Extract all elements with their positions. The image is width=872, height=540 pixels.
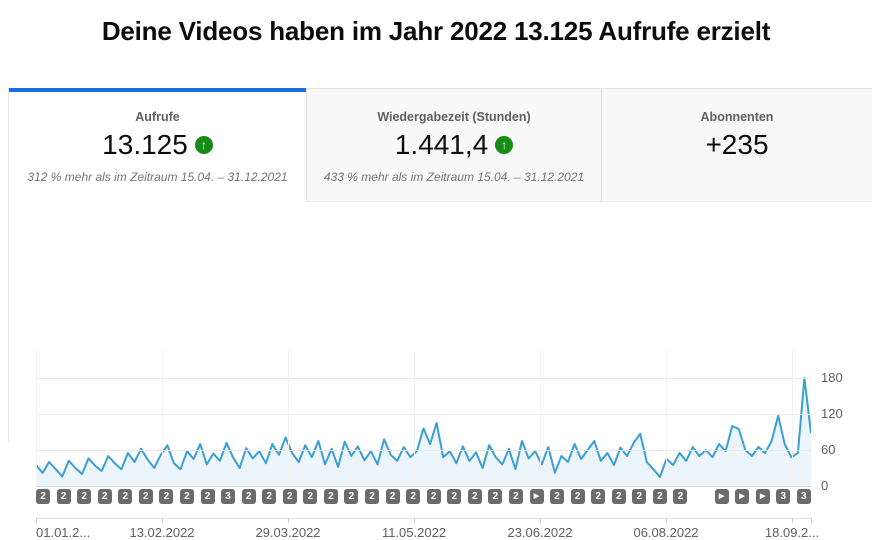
vertical-gridline [792,350,793,486]
tab-aufrufe[interactable]: Aufrufe 13.125 ↑ 312 % mehr als im Zeitr… [9,88,306,202]
video-count-badge[interactable]: 2 [344,489,358,504]
video-count-badge[interactable]: 2 [36,489,50,504]
views-line-plot[interactable] [36,350,811,486]
x-axis-label: 01.01.2... [36,525,90,540]
page-title: Deine Videos haben im Jahr 2022 13.125 A… [0,16,872,47]
metric-number: 1.441,4 [395,129,488,161]
video-count-badge[interactable]: 2 [386,489,400,504]
tab-label: Abonnenten [602,110,872,124]
x-axis-tick [36,518,37,523]
play-badge[interactable]: ▶ [530,489,544,504]
chart-area-fill [36,378,811,486]
y-axis-label: 120 [821,406,843,421]
x-axis-label: 23.06.2022 [507,525,572,540]
x-axis-label: 06.08.2022 [633,525,698,540]
video-count-badge[interactable]: 2 [591,489,605,504]
video-count-badge[interactable]: 2 [488,489,502,504]
gridline [36,378,811,379]
comparison-text: 312 % mehr als im Zeitraum 15.04. – 31.1… [9,170,306,184]
video-count-badge[interactable]: 2 [159,489,173,504]
x-axis-tick [414,518,415,523]
video-count-badge[interactable]: 2 [571,489,585,504]
play-badge[interactable]: ▶ [735,489,749,504]
video-count-badge[interactable]: 3 [797,489,811,504]
metric-value: +235 [602,129,872,161]
video-count-badge[interactable]: 3 [221,489,235,504]
x-axis-label: 11.05.2022 [382,525,446,540]
tab-abonnenten[interactable]: Abonnenten +235 [601,88,872,202]
video-count-badge[interactable]: 2 [427,489,441,504]
vertical-gridline [288,350,289,486]
x-axis-tick [288,518,289,523]
gridline [36,414,811,415]
play-badge[interactable]: ▶ [756,489,770,504]
metric-tabs: Aufrufe 13.125 ↑ 312 % mehr als im Zeitr… [9,88,872,202]
x-axis-label: 18.09.2... [765,525,819,540]
video-count-badge[interactable]: 2 [653,489,667,504]
video-count-badge[interactable]: 2 [324,489,338,504]
x-axis-tick [811,518,812,523]
x-axis-tick [666,518,667,523]
x-axis-tick [792,518,793,523]
video-count-badge[interactable]: 2 [242,489,256,504]
video-count-badge[interactable]: 2 [365,489,379,504]
video-count-badge[interactable]: 3 [776,489,790,504]
y-axis-label: 180 [821,370,843,385]
comparison-text: 433 % mehr als im Zeitraum 15.04. – 31.1… [307,170,601,184]
trend-up-icon: ↑ [495,136,513,154]
x-axis-tick [162,518,163,523]
vertical-gridline [162,350,163,486]
video-count-badge[interactable]: 2 [139,489,153,504]
gridline [36,486,811,487]
x-axis-label: 29.03.2022 [255,525,320,540]
video-count-badge[interactable]: 2 [447,489,461,504]
video-count-badge[interactable]: 2 [201,489,215,504]
video-count-badge[interactable]: 2 [468,489,482,504]
video-count-badge[interactable]: 2 [673,489,687,504]
vertical-gridline [36,350,37,486]
y-axis-label: 0 [821,478,828,493]
video-count-badge[interactable]: 2 [180,489,194,504]
tab-label: Wiedergabezeit (Stunden) [307,110,601,124]
video-count-badge[interactable]: 2 [406,489,420,504]
tab-wiedergabezeit[interactable]: Wiedergabezeit (Stunden) 1.441,4 ↑ 433 %… [306,88,601,202]
video-count-badge[interactable]: 2 [262,489,276,504]
vertical-gridline [540,350,541,486]
video-count-badge[interactable]: 2 [612,489,626,504]
video-count-badge[interactable]: 2 [509,489,523,504]
metric-value: 1.441,4 ↑ [307,129,601,161]
video-count-badge[interactable]: 2 [303,489,317,504]
video-count-badge[interactable]: 2 [118,489,132,504]
video-count-badge[interactable]: 2 [98,489,112,504]
x-axis-line [36,518,812,519]
x-axis-label: 13.02.2022 [129,525,194,540]
metric-number: 13.125 [102,129,188,161]
gridline [36,450,811,451]
vertical-gridline [666,350,667,486]
video-count-badge[interactable]: 2 [550,489,564,504]
video-count-badge[interactable]: 2 [283,489,297,504]
analytics-widget: Aufrufe 13.125 ↑ 312 % mehr als im Zeitr… [8,88,872,442]
x-axis-tick [540,518,541,523]
video-count-badge[interactable]: 2 [77,489,91,504]
y-axis-label: 60 [821,442,835,457]
video-count-badge[interactable]: 2 [57,489,71,504]
play-badge[interactable]: ▶ [715,489,729,504]
tab-label: Aufrufe [9,110,306,124]
vertical-gridline [414,350,415,486]
trend-up-icon: ↑ [195,136,213,154]
video-count-badge[interactable]: 2 [632,489,646,504]
metric-value: 13.125 ↑ [9,129,306,161]
metric-number: +235 [705,129,768,161]
